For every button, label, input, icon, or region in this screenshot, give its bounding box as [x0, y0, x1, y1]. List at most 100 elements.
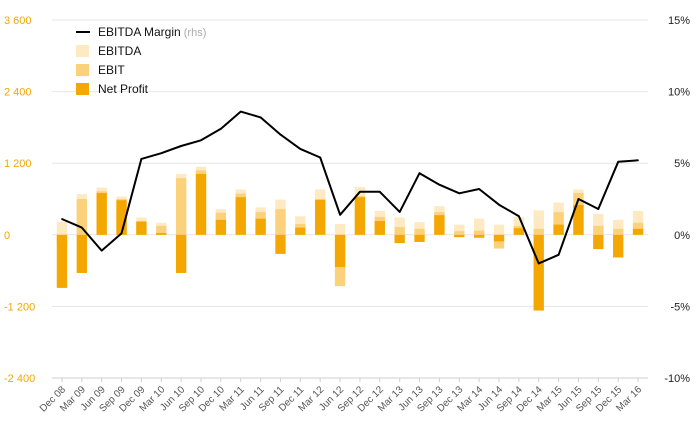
ebitda-margin-point — [597, 208, 600, 210]
ebitda-margin-point — [637, 159, 639, 162]
ebitda-margin-point — [438, 183, 441, 186]
ebitda-margin-point — [478, 188, 480, 190]
ebit-bar — [493, 234, 505, 249]
bar-series — [56, 166, 644, 311]
ebitda-margin-point — [120, 232, 123, 235]
net-profit-bar — [156, 233, 167, 235]
ebitda-margin-point — [458, 192, 461, 195]
net-profit-bar — [394, 234, 405, 244]
right-tick-label: -10% — [664, 373, 690, 385]
ebitda-margin-point — [398, 211, 401, 213]
legend-sublabel: (rhs) — [181, 27, 207, 39]
ebitda-margin-point — [81, 226, 83, 229]
line-series — [61, 110, 639, 265]
right-tick-label: 0% — [674, 230, 690, 242]
net-profit-bar — [334, 234, 346, 268]
net-profit-bar — [374, 221, 385, 235]
right-tick-label: 15% — [668, 15, 690, 27]
ebitda-margin-point — [498, 203, 500, 206]
right-tick-label: 5% — [674, 158, 690, 170]
net-profit-bar — [275, 234, 286, 254]
ebit-bar — [553, 212, 564, 235]
ebitda-margin-point — [518, 215, 520, 217]
net-profit-bar — [573, 204, 584, 235]
ebitda-margin-point — [220, 128, 222, 130]
ebitda-bar — [394, 217, 405, 235]
ebit-bar — [275, 209, 286, 235]
ebitda-bar — [593, 213, 604, 235]
ebit-bar — [533, 228, 544, 235]
net-profit-bar — [473, 234, 485, 238]
gridlines — [52, 19, 648, 379]
net-profit-bar — [533, 234, 544, 311]
ebitda-margin-point — [299, 148, 302, 150]
net-profit-bar — [56, 234, 68, 288]
legend: EBITDA Margin (rhs) EBITDA EBIT Net Profit — [76, 25, 206, 96]
left-tick-label: 3 600 — [4, 15, 32, 27]
net-profit-bar — [195, 173, 207, 235]
net-profit-bar — [215, 219, 227, 235]
ebitda-bar — [454, 224, 465, 235]
ebit-bar — [593, 225, 604, 235]
ebit-bar — [613, 228, 624, 235]
ebitda-bar — [613, 219, 624, 235]
legend-label-ebitda: EBITDA — [98, 44, 141, 58]
net-profit-bar — [96, 193, 107, 235]
ebitda-margin-point — [61, 218, 63, 220]
net-profit-bar — [493, 234, 505, 242]
ebitda-margin-point — [100, 249, 103, 252]
ebitda-margin-point — [577, 198, 580, 200]
ebitda-bar — [513, 216, 525, 235]
legend-label-net-profit: Net Profit — [98, 82, 149, 96]
net-profit-bar — [175, 234, 187, 273]
net-profit-bar — [76, 234, 87, 273]
ebitda-margin-point — [319, 156, 322, 159]
ebit-bar — [454, 231, 465, 235]
left-tick-label: -2 400 — [4, 373, 35, 385]
ebitda-margin-point — [160, 152, 163, 154]
ebitda-margin-point — [359, 191, 361, 193]
net-profit-bar — [613, 234, 624, 258]
right-tick-label: -5% — [670, 301, 690, 313]
net-profit-bar — [295, 227, 306, 235]
ebit-bar — [76, 199, 87, 235]
net-profit-bar — [354, 197, 366, 235]
ebitda-margin-point — [279, 133, 282, 136]
ebitda-bar — [473, 218, 485, 235]
ebit-bar — [156, 225, 167, 235]
ebitda-bar — [56, 221, 68, 235]
ebitda-margin-point — [617, 160, 619, 163]
left-tick-label: 0 — [4, 230, 10, 242]
left-tick-label: 2 400 — [4, 87, 32, 99]
net-profit-bar — [136, 221, 147, 235]
net-profit-bar — [632, 228, 644, 235]
ebitda-margin-point — [239, 110, 242, 113]
ebitda-margin-point — [140, 158, 143, 160]
net-profit-bar — [315, 199, 326, 235]
ebit-bar — [175, 178, 187, 235]
ebit-bar — [414, 228, 425, 235]
net-profit-bar — [513, 228, 525, 235]
left-tick-label: 1 200 — [4, 158, 32, 170]
ebitda-margin-line — [61, 110, 639, 265]
net-profit-bar — [593, 234, 604, 250]
ebitda-margin-point — [339, 213, 341, 216]
net-profit-bar — [116, 200, 127, 235]
ebit-bar — [394, 227, 405, 235]
ebitda-margin-point — [200, 139, 202, 142]
legend-swatch-net-profit — [76, 83, 89, 95]
ebitda-margin-point — [557, 254, 560, 256]
legend-label-ebit: EBIT — [98, 63, 125, 77]
net-profit-bar — [434, 215, 445, 235]
ebitda-bar — [414, 222, 425, 235]
net-profit-bar — [235, 197, 246, 235]
ebitda-margin-point — [180, 145, 182, 147]
ebitda-margin-point — [259, 116, 262, 119]
left-tick-label: -1 200 — [4, 301, 35, 313]
right-tick-label: 10% — [668, 87, 690, 99]
net-profit-bar — [454, 234, 465, 238]
net-profit-bar — [255, 218, 266, 235]
net-profit-bar — [553, 224, 564, 235]
ebit-bar — [473, 230, 485, 235]
